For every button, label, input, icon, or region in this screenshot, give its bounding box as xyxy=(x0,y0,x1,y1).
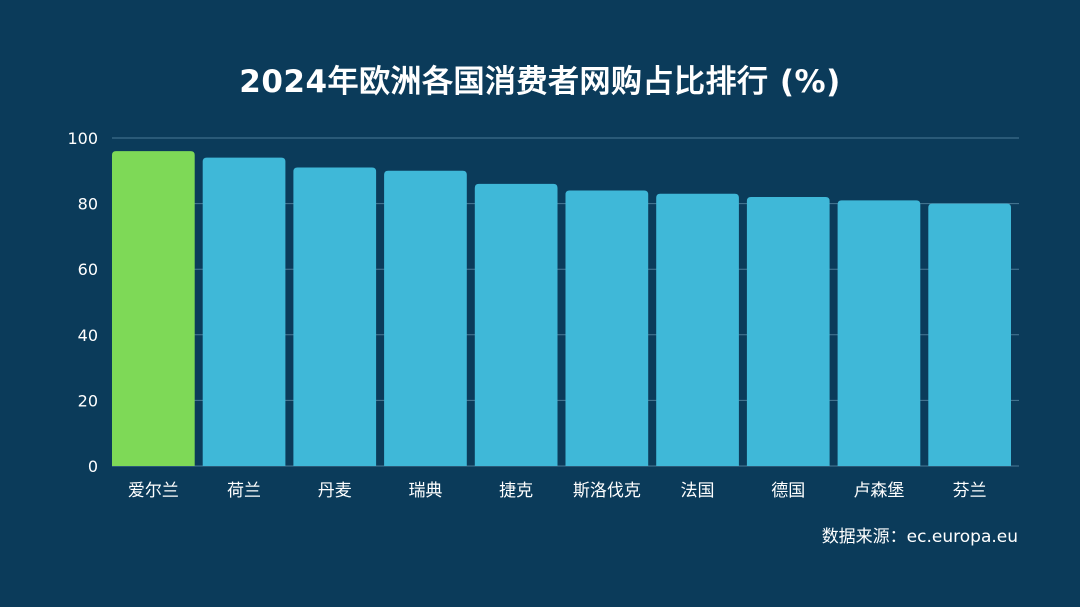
x-tick-label: 法国 xyxy=(681,481,715,501)
bar-5 xyxy=(565,190,649,467)
y-tick-label: 0 xyxy=(88,457,98,476)
x-tick-label: 瑞典 xyxy=(408,481,442,501)
bar-1 xyxy=(202,157,286,466)
x-tick-label: 芬兰 xyxy=(953,481,987,501)
x-tick-label: 丹麦 xyxy=(318,481,352,501)
bar-9 xyxy=(928,203,1011,466)
bar-4 xyxy=(474,183,558,467)
y-tick-label: 20 xyxy=(78,391,98,410)
bar-2 xyxy=(293,167,377,466)
bar-3 xyxy=(384,170,467,467)
x-tick-label: 德国 xyxy=(771,481,805,501)
y-tick-label: 60 xyxy=(78,260,98,279)
y-tick-label: 40 xyxy=(78,326,98,345)
bar-8 xyxy=(837,200,921,466)
x-tick-label: 卢森堡 xyxy=(853,481,904,501)
bar-6 xyxy=(656,193,739,466)
y-tick-label: 80 xyxy=(78,195,98,214)
y-tick-label: 100 xyxy=(67,129,98,148)
bar-7 xyxy=(746,197,830,467)
x-tick-label: 爱尔兰 xyxy=(128,481,179,501)
x-tick-label: 荷兰 xyxy=(227,481,261,501)
bar-0 xyxy=(112,151,195,466)
data-source: 数据来源：ec.europa.eu xyxy=(821,527,1018,547)
x-tick-label: 斯洛伐克 xyxy=(573,481,641,501)
chart-title: 2024年欧洲各国消费者网购占比排行 (%) xyxy=(239,64,841,100)
x-tick-label: 捷克 xyxy=(499,481,533,501)
